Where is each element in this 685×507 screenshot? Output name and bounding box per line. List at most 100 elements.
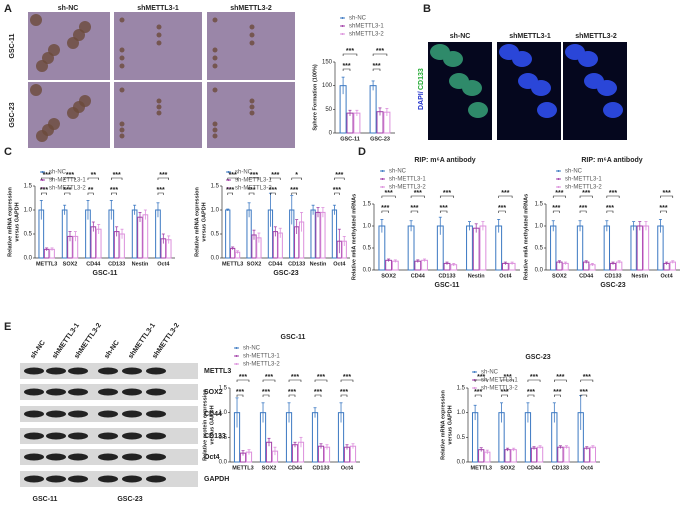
sphere: [30, 84, 42, 96]
significance-label: ***: [582, 190, 590, 197]
cell-cluster: [443, 51, 463, 67]
y-tick-label: 0.5: [24, 232, 33, 238]
y-tick-label: 0.0: [535, 268, 544, 274]
legend-marker: [341, 17, 344, 19]
micrograph: [114, 12, 202, 80]
y-axis-label: versus GAPDH: [201, 202, 207, 241]
sphere: [249, 32, 255, 38]
bar: [346, 112, 354, 134]
significance-label: ***: [385, 190, 393, 197]
significance-label: ***: [477, 374, 485, 381]
x-tick-label: Oct4: [499, 273, 512, 279]
significance-bracket: [64, 177, 76, 180]
sphere: [212, 121, 218, 127]
legend-marker: [341, 33, 344, 35]
bar: [589, 446, 597, 463]
significance-bracket: [579, 195, 593, 198]
bar: [385, 259, 393, 271]
y-tick-label: 1.0: [211, 208, 220, 214]
bar: [536, 446, 544, 463]
x-axis-label: GSC-11: [93, 270, 118, 277]
significance-bracket: [579, 210, 587, 213]
y-axis-label: versus GAPDH: [447, 405, 453, 444]
legend-label: sh-NC: [49, 170, 67, 176]
cell-cluster: [468, 102, 488, 118]
blot-band: [24, 432, 44, 440]
sphere: [212, 133, 218, 139]
sphere: [249, 104, 255, 110]
significance-bracket: [439, 195, 455, 198]
y-tick-label: 0.5: [211, 232, 220, 238]
significance-label: ***: [530, 374, 538, 381]
sphere: [30, 14, 42, 26]
blot-band: [122, 410, 142, 418]
significance-label: ***: [381, 205, 389, 212]
x-tick-label: CD133: [604, 273, 621, 279]
significance-bracket: [334, 177, 345, 180]
bar: [603, 225, 611, 271]
significance-bracket: [111, 192, 117, 195]
blot-band: [98, 432, 118, 440]
y-axis-label: Relative mRNA expression: [7, 186, 13, 256]
y-axis-label: Relative m6A methylated mRNAs: [351, 194, 357, 280]
panel-label: B: [423, 3, 431, 15]
significance-bracket: [606, 210, 614, 213]
sphere: [212, 127, 218, 133]
blot-band: [46, 410, 66, 418]
significance-bracket: [381, 210, 389, 213]
bar: [630, 225, 637, 271]
x-tick-label: SOX2: [262, 465, 277, 471]
significance-bracket: [248, 192, 255, 195]
sphere: [119, 133, 125, 139]
significance-label: ***: [376, 48, 384, 55]
bar: [391, 260, 399, 271]
x-tick-label: CD44: [527, 465, 542, 471]
significance-label: ***: [40, 187, 48, 194]
blot-band: [46, 367, 66, 375]
bar: [331, 209, 338, 259]
band-label: CD133: [204, 433, 226, 440]
significance-bracket: [288, 394, 296, 397]
column-label: shMETTL3-1: [509, 33, 551, 40]
blot-band: [98, 388, 118, 396]
bar: [576, 225, 584, 271]
bar: [61, 209, 68, 259]
blot-band: [24, 388, 44, 396]
significance-label: ***: [410, 205, 418, 212]
significance-label: ***: [229, 172, 237, 179]
sphere: [119, 17, 125, 23]
cell-cluster: [597, 80, 617, 96]
blot-band: [24, 367, 44, 375]
significance-label: ***: [583, 374, 591, 381]
legend-marker: [557, 178, 560, 180]
legend-label: sh-NC: [349, 16, 367, 22]
chart-title: RIP: m⁶A antibody: [414, 157, 475, 164]
blot-band: [46, 432, 66, 440]
significance-bracket: [381, 195, 396, 198]
significance-label: ***: [580, 389, 588, 396]
x-tick-label: Oct4: [341, 465, 354, 471]
significance-bracket: [580, 379, 594, 382]
sphere: [212, 47, 218, 53]
significance-bracket: [527, 379, 541, 382]
x-tick-label: Oct4: [157, 261, 170, 267]
significance-label: ***: [250, 172, 258, 179]
blot-band: [98, 475, 118, 483]
significance-bracket: [660, 195, 674, 198]
bar: [315, 211, 321, 259]
significance-bracket: [334, 192, 340, 195]
legend-label: sh-NC: [235, 170, 253, 176]
significance-bracket: [87, 192, 94, 195]
legend-marker: [235, 347, 238, 349]
significance-bracket: [41, 192, 47, 195]
significance-label: ***: [609, 190, 617, 197]
sphere: [212, 63, 218, 69]
x-axis-label: GSC-23: [600, 282, 625, 289]
bar: [466, 225, 473, 271]
significance-label: ***: [317, 374, 325, 381]
legend-label: sh-METTL3-1: [243, 354, 280, 360]
significance-label: ***: [552, 205, 560, 212]
significance-bracket: [262, 379, 276, 382]
legend-label: sh-METTL3-2: [235, 186, 272, 192]
significance-bracket: [64, 192, 71, 195]
